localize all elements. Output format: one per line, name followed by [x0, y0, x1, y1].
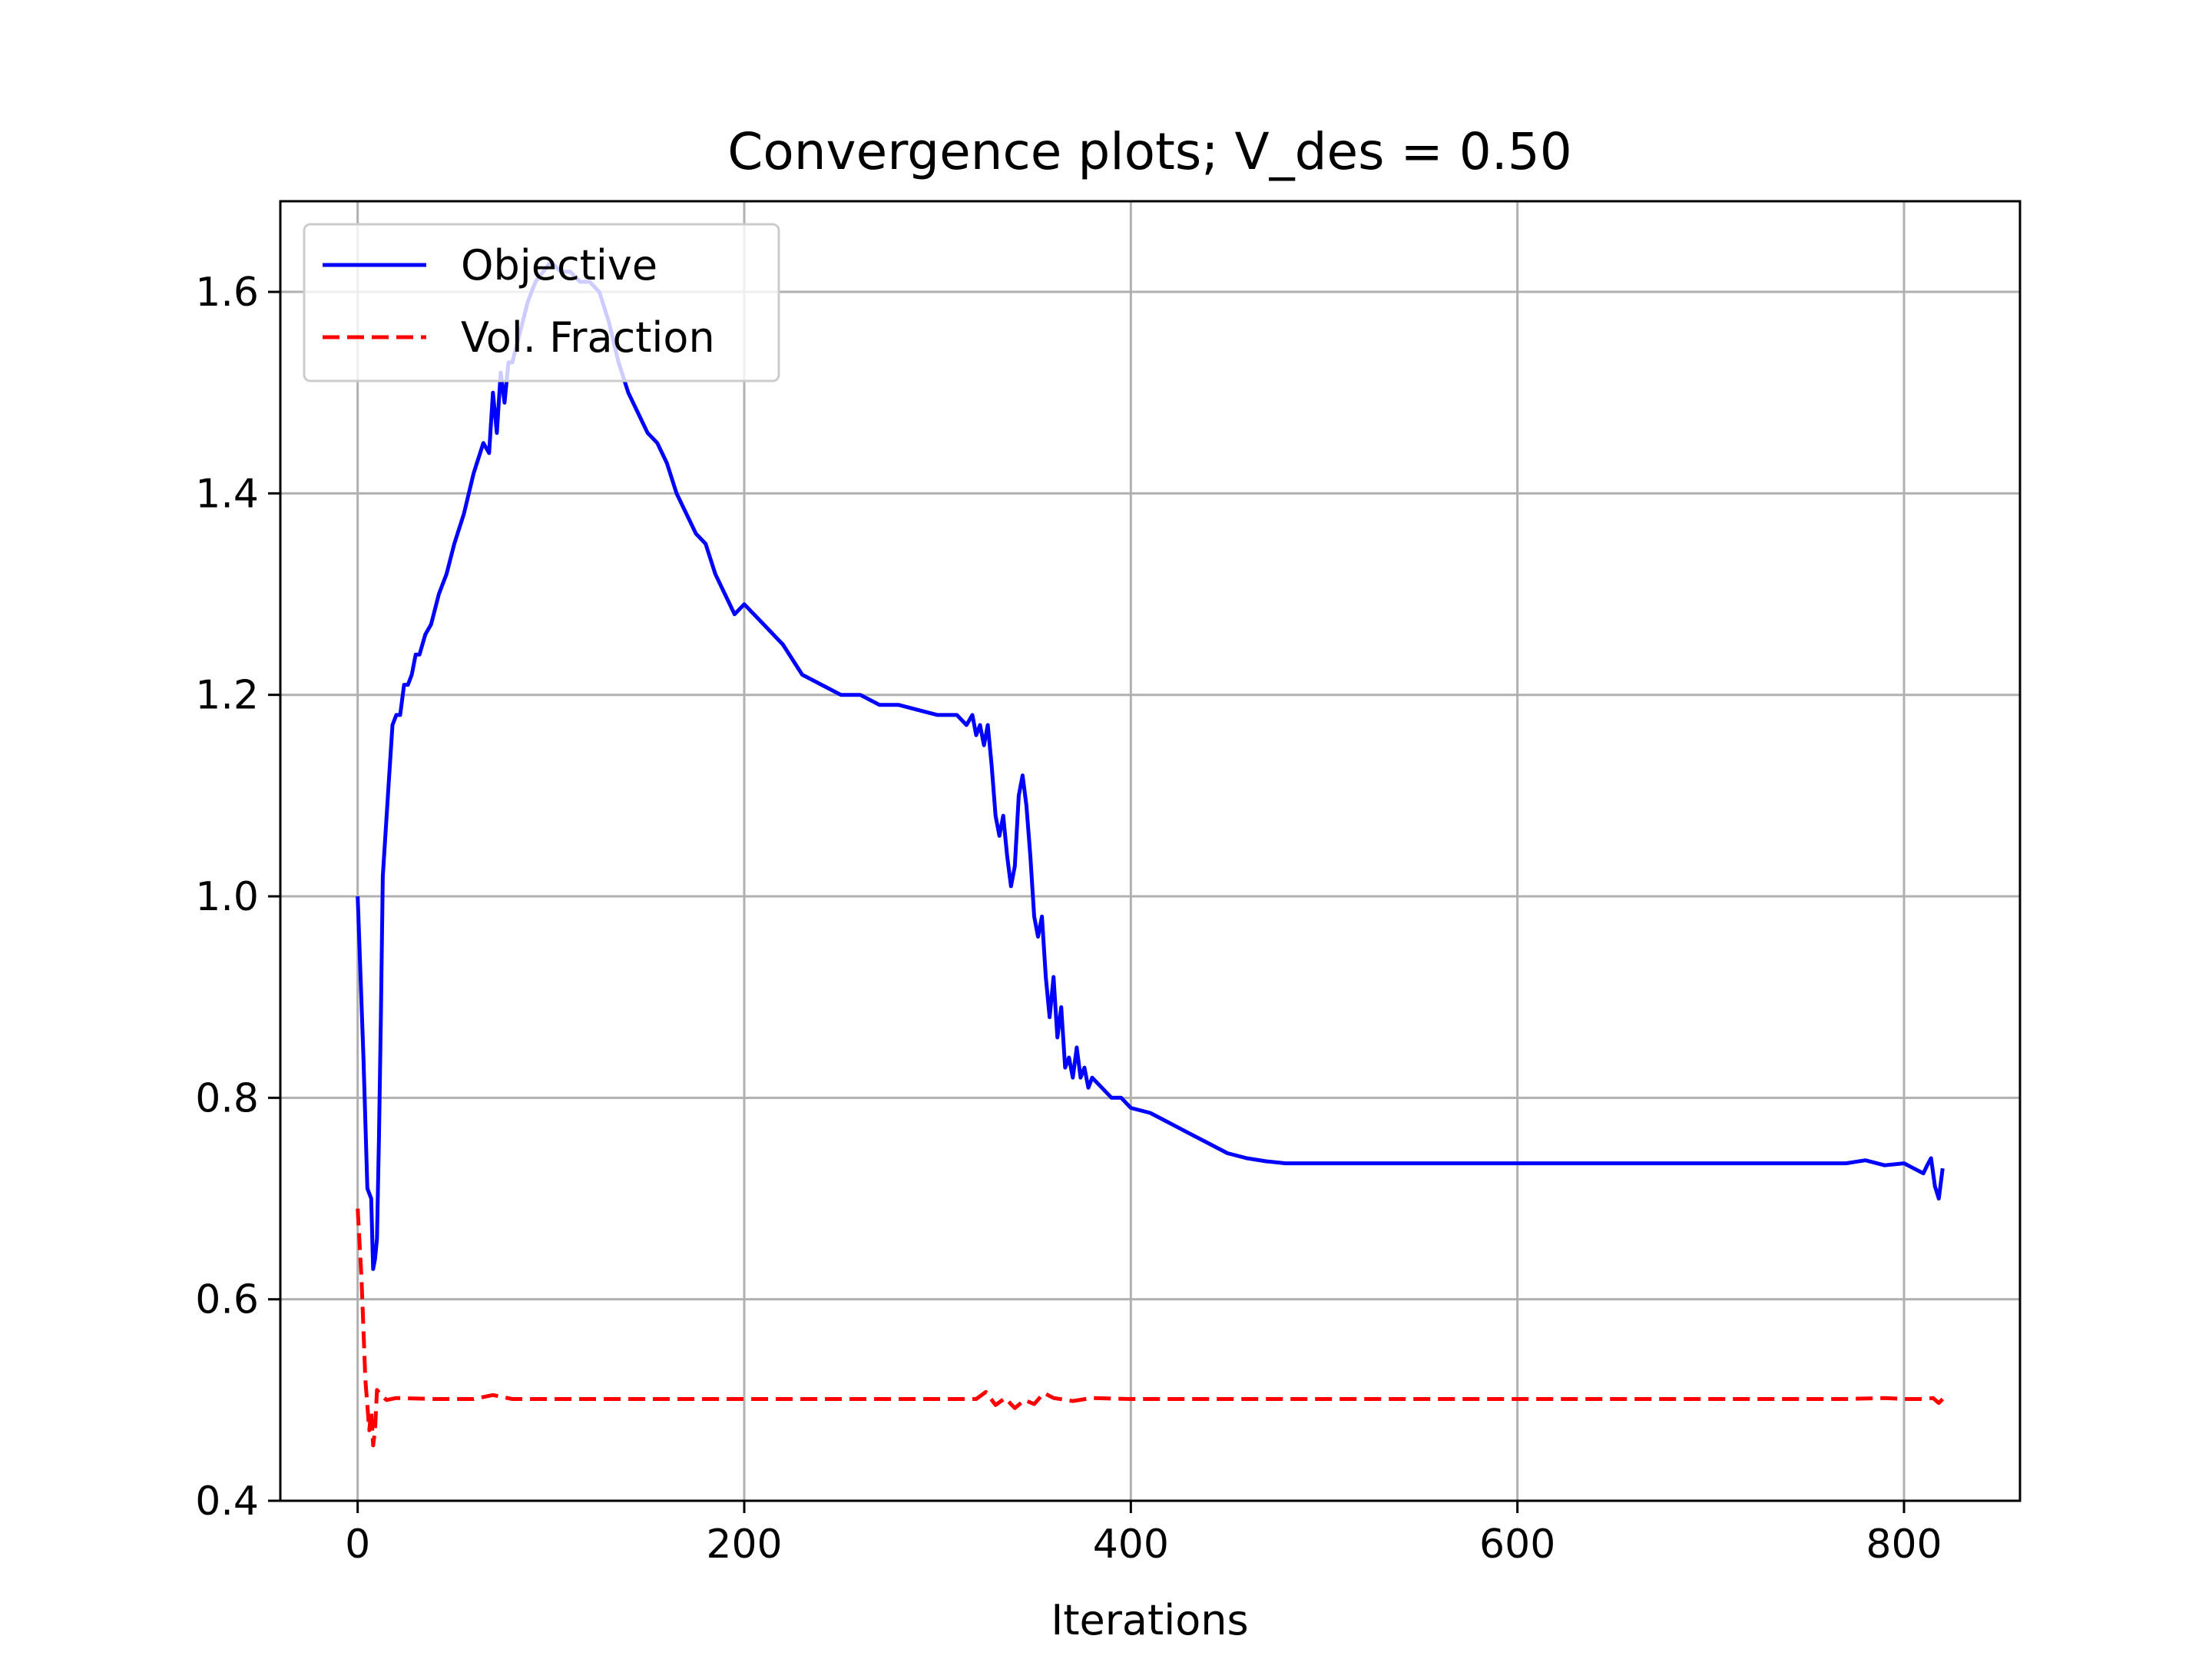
- y-tick-label: 1.6: [195, 270, 259, 316]
- axis-ticks: 0 200 400 600 800 0.4 0.6 0.8 1.0 1.2 1.4 1.6: [195, 270, 1942, 1568]
- series-line-vol-fraction: [356, 1208, 1945, 1448]
- plot-series: [356, 260, 1945, 1448]
- legend-label-objective: Objective: [461, 241, 657, 290]
- grid: [280, 201, 2020, 1502]
- series-line-objective: [356, 260, 1945, 1271]
- y-tick-label: 1.0: [195, 874, 259, 920]
- legend: Objective Vol. Fraction: [303, 223, 780, 382]
- x-tick-label: 0: [345, 1522, 370, 1568]
- plot-frame: [279, 200, 2022, 1502]
- y-tick-label: 1.2: [195, 673, 259, 719]
- y-tick-label: 0.8: [195, 1075, 259, 1121]
- chart-title: Convergence plots; V_des = 0.50: [727, 122, 1571, 181]
- y-tick-label: 1.4: [195, 471, 259, 517]
- x-tick-label: 600: [1479, 1522, 1555, 1568]
- legend-label-vol-fraction: Vol. Fraction: [461, 313, 715, 362]
- y-tick-label: 0.4: [195, 1479, 259, 1525]
- x-axis-title: Iterations: [1051, 1596, 1248, 1644]
- x-tick-label: 800: [1866, 1522, 1942, 1568]
- y-tick-label: 0.6: [195, 1277, 259, 1323]
- x-tick-label: 400: [1093, 1522, 1169, 1568]
- x-tick-label: 200: [706, 1522, 782, 1568]
